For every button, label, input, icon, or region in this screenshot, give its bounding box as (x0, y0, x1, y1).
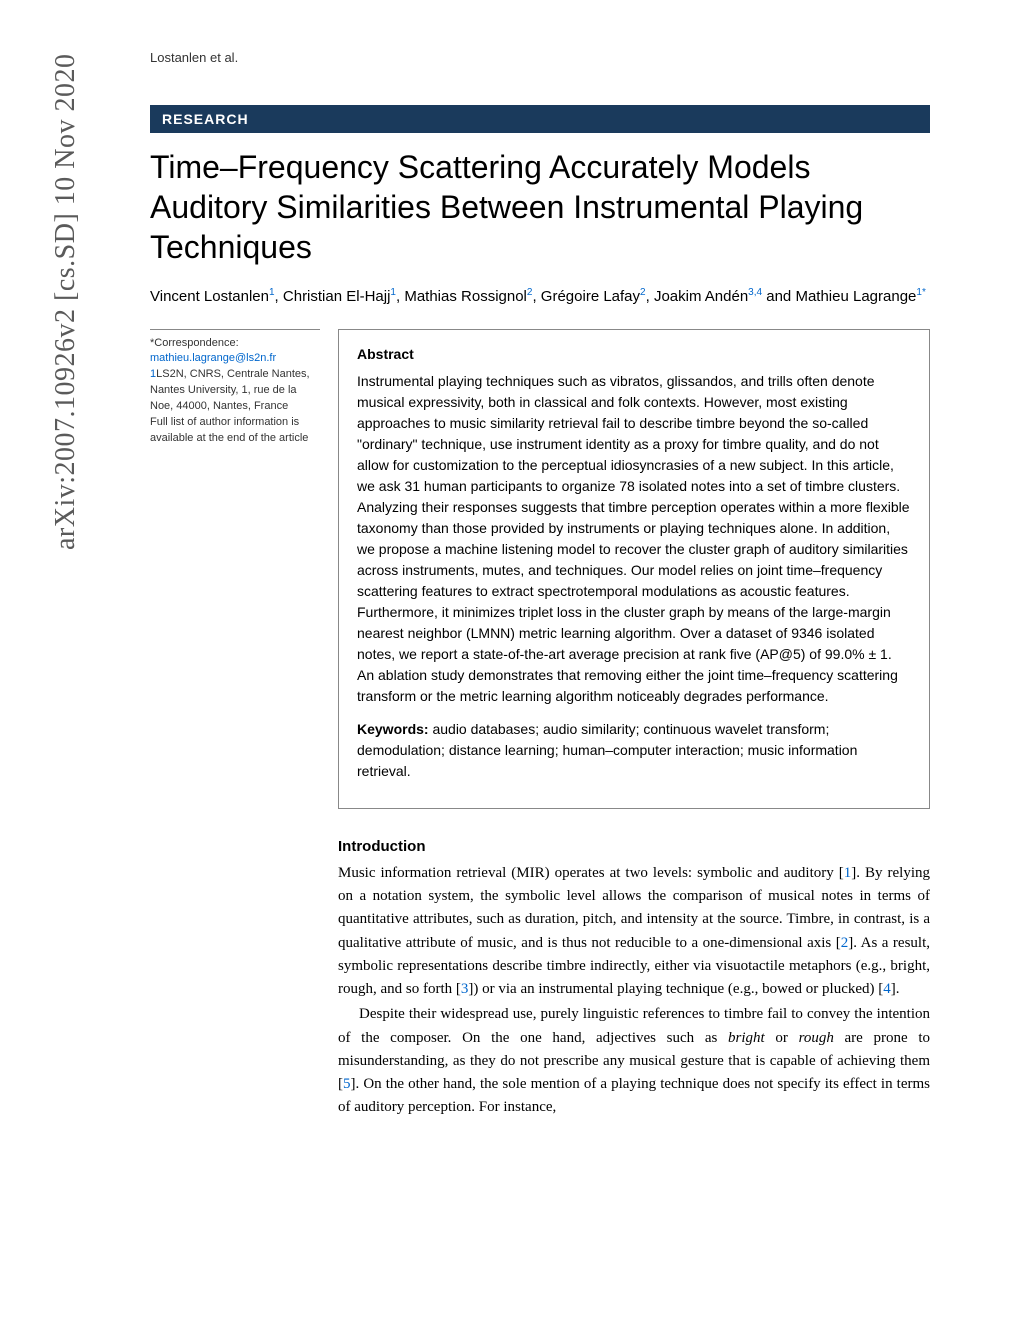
section-heading: Introduction (338, 835, 930, 858)
correspondence-email-link[interactable]: mathieu.lagrange@ls2n.fr (150, 352, 276, 364)
abstract-box: Abstract Instrumental playing techniques… (338, 329, 930, 809)
citation-link[interactable]: 5 (343, 1076, 351, 1092)
author-affil-sup: 3,4 (748, 287, 762, 298)
text-run: Music information retrieval (MIR) operat… (338, 865, 844, 881)
paper-title: Time–Frequency Scattering Accurately Mod… (150, 147, 930, 267)
italic-term: bright (728, 1030, 765, 1046)
keywords-list: audio databases; audio similarity; conti… (357, 721, 857, 779)
affiliation-text: LS2N, CNRS, Centrale Nantes, Nantes Univ… (150, 368, 310, 412)
author-affil-sup: 1 (390, 287, 396, 298)
italic-term: rough (799, 1030, 834, 1046)
correspondence-label: *Correspondence: (150, 336, 320, 352)
keywords: Keywords: audio databases; audio similar… (357, 719, 911, 782)
author-affil-sup: 1 (269, 287, 275, 298)
running-head: Lostanlen et al. (150, 50, 930, 65)
author-list: Vincent Lostanlen1, Christian El-Hajj1, … (150, 285, 930, 309)
abstract-heading: Abstract (357, 344, 911, 365)
author: Mathias Rossignol (404, 288, 527, 305)
text-run: ]. (891, 981, 900, 997)
author-info-note: Full list of author information is avail… (150, 415, 320, 447)
author: Vincent Lostanlen (150, 288, 269, 305)
text-run: ]. On the other hand, the sole mention o… (338, 1076, 930, 1115)
correspondence-sidebar: *Correspondence: mathieu.lagrange@ls2n.f… (150, 329, 320, 809)
author-affil-sup: 1* (916, 287, 925, 298)
author-affil-sup: 2 (640, 287, 646, 298)
arxiv-identifier: arXiv:2007.10926v2 [cs.SD] 10 Nov 2020 (50, 53, 82, 550)
keywords-label: Keywords: (357, 721, 429, 737)
author: Joakim Andén (654, 288, 748, 305)
author-affil-sup: 2 (527, 287, 533, 298)
author-and: and (762, 288, 795, 305)
introduction-section: Introduction Music information retrieval… (338, 835, 930, 1120)
text-run: or (765, 1030, 799, 1046)
intro-paragraph: Music information retrieval (MIR) operat… (338, 862, 930, 1002)
author: Mathieu Lagrange (795, 288, 916, 305)
author: Grégoire Lafay (541, 288, 640, 305)
abstract-body: Instrumental playing techniques such as … (357, 371, 911, 707)
intro-paragraph: Despite their widespread use, purely lin… (338, 1003, 930, 1119)
author: Christian El-Hajj (283, 288, 391, 305)
research-badge: RESEARCH (150, 105, 930, 133)
citation-link[interactable]: 4 (883, 981, 891, 997)
text-run: ]) or via an instrumental playing techni… (468, 981, 883, 997)
